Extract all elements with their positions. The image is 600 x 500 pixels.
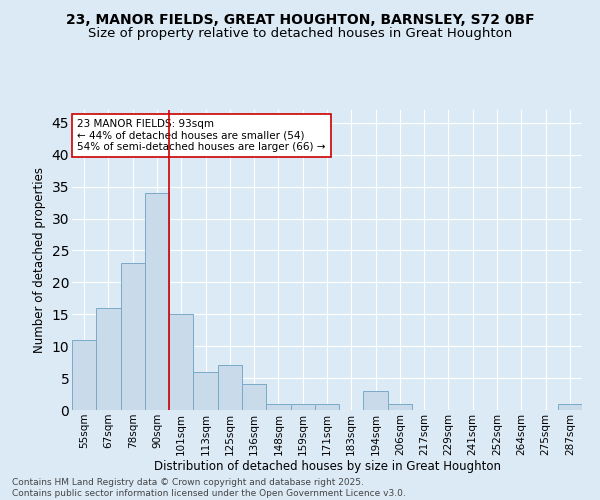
Bar [558,404,582,410]
Bar [388,404,412,410]
Bar [121,263,145,410]
Text: 23, MANOR FIELDS, GREAT HOUGHTON, BARNSLEY, S72 0BF: 23, MANOR FIELDS, GREAT HOUGHTON, BARNSL… [65,12,535,26]
Bar [169,314,193,410]
Bar [315,404,339,410]
Bar [96,308,121,410]
Bar [218,366,242,410]
Y-axis label: Number of detached properties: Number of detached properties [33,167,46,353]
Bar [145,193,169,410]
X-axis label: Distribution of detached houses by size in Great Houghton: Distribution of detached houses by size … [154,460,500,473]
Bar [266,404,290,410]
Text: 23 MANOR FIELDS: 93sqm
← 44% of detached houses are smaller (54)
54% of semi-det: 23 MANOR FIELDS: 93sqm ← 44% of detached… [77,119,326,152]
Bar [290,404,315,410]
Text: Contains HM Land Registry data © Crown copyright and database right 2025.
Contai: Contains HM Land Registry data © Crown c… [12,478,406,498]
Bar [193,372,218,410]
Bar [364,391,388,410]
Text: Size of property relative to detached houses in Great Houghton: Size of property relative to detached ho… [88,28,512,40]
Bar [242,384,266,410]
Bar [72,340,96,410]
